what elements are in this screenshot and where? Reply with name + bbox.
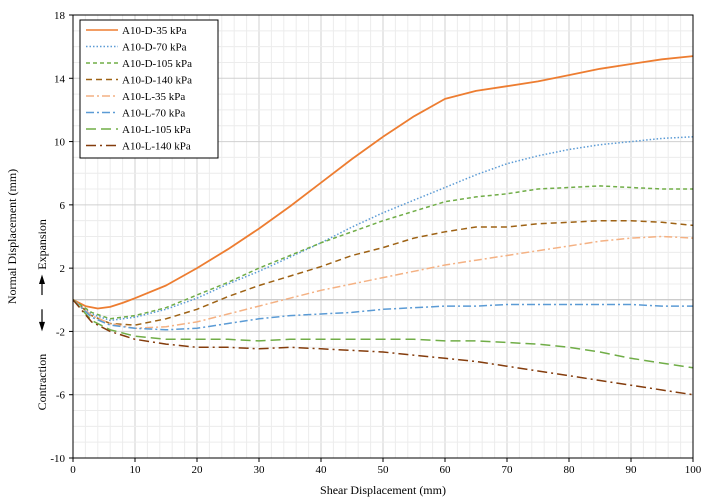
x-tick-label: 100 — [685, 464, 702, 476]
series-line-7 — [72, 299, 694, 369]
x-tick-label: 50 — [378, 464, 390, 476]
y-axis-title: Normal Displacement (mm) — [5, 169, 19, 304]
legend-label: A10-L-70 kPa — [122, 108, 185, 120]
axes: 0 10 20 30 40 50 60 70 80 90 100 -10 -6 -2 2 6 10 14 18 — [50, 10, 701, 476]
y-axis-expansion-label: Expansion — [35, 219, 49, 270]
x-tick-label: 70 — [502, 464, 514, 476]
legend-label: A10-L-105 kPa — [122, 124, 191, 136]
x-tick-label: 80 — [564, 464, 576, 476]
series-line-8 — [72, 299, 694, 396]
y-tick-label: 10 — [54, 137, 66, 149]
legend-box — [79, 19, 219, 159]
x-tick-label: 0 — [70, 464, 76, 476]
x-tick-label: 10 — [130, 464, 142, 476]
series-line-4 — [72, 219, 694, 326]
x-tick-label: 30 — [254, 464, 266, 476]
legend-label: A10-D-140 kPa — [122, 75, 192, 87]
legend-label: A10-L-35 kPa — [122, 91, 185, 103]
direction-arrows — [39, 274, 45, 332]
y-tick-label: -2 — [56, 326, 65, 338]
x-tick-label: 60 — [440, 464, 452, 476]
y-axis-contraction-label: Contraction — [35, 354, 49, 411]
y-tick-label: 2 — [60, 263, 66, 275]
expansion-arrow-head — [39, 274, 45, 284]
legend: A10-D-35 kPa A10-D-70 kPa A10-D-105 kPa A10… — [79, 19, 219, 159]
x-tick-label: 20 — [192, 464, 204, 476]
series-layer — [72, 55, 694, 396]
series-line-1 — [72, 55, 694, 310]
y-tick-label: -6 — [56, 390, 66, 402]
series-line-6 — [72, 299, 693, 331]
legend-label: A10-D-35 kPa — [122, 25, 187, 37]
contraction-arrow-head — [39, 321, 45, 332]
series-line-5 — [72, 235, 694, 330]
y-tick-label: 14 — [54, 73, 66, 85]
series-line-3 — [72, 185, 693, 320]
y-tick-label: -10 — [50, 453, 65, 465]
series-line-2 — [72, 136, 694, 322]
y-tick-label: 18 — [54, 10, 66, 22]
x-tick-label: 40 — [316, 464, 328, 476]
legend-label: A10-D-70 kPa — [122, 42, 187, 54]
legend-label: A10-L-140 kPa — [122, 141, 191, 153]
legend-label: A10-D-105 kPa — [122, 58, 192, 70]
x-tick-label: 90 — [626, 464, 638, 476]
x-axis-title: Shear Displacement (mm) — [320, 483, 446, 497]
y-tick-label: 6 — [60, 200, 66, 212]
